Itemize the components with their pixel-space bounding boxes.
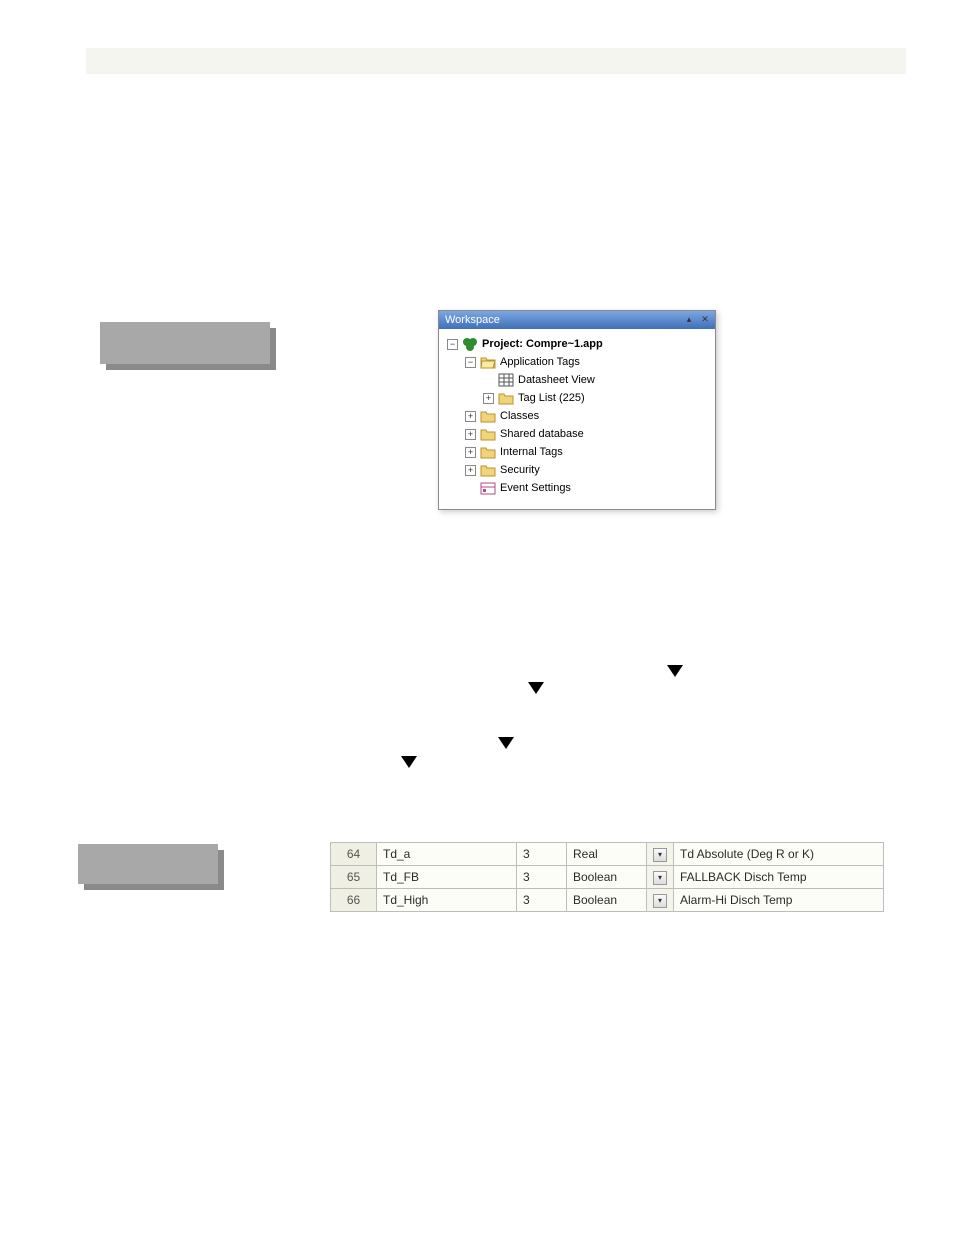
- type-dropdown[interactable]: ▾: [647, 866, 674, 889]
- down-triangle-icon: [667, 665, 683, 677]
- folder-icon: [480, 445, 496, 459]
- down-triangle-icon: [528, 682, 544, 694]
- down-triangle-icon: [498, 737, 514, 749]
- tag-desc-cell[interactable]: Td Absolute (Deg R or K): [674, 843, 884, 866]
- folder-icon: [480, 463, 496, 477]
- folder-icon: [498, 391, 514, 405]
- tree-node-datasheet-view[interactable]: Datasheet View: [447, 371, 715, 389]
- workspace-tree: − Project: Compre~1.app − Application Ta…: [439, 329, 715, 497]
- tree-node-project[interactable]: − Project: Compre~1.app: [447, 335, 715, 353]
- project-icon: [462, 337, 478, 351]
- type-dropdown[interactable]: ▾: [647, 889, 674, 912]
- table-row[interactable]: 64 Td_a 3 Real ▾ Td Absolute (Deg R or K…: [331, 843, 884, 866]
- expand-icon[interactable]: +: [465, 447, 476, 458]
- chevron-down-icon[interactable]: ▾: [653, 848, 667, 862]
- security-label: Security: [500, 461, 540, 479]
- tree-node-classes[interactable]: + Classes: [447, 407, 715, 425]
- tree-node-event-settings[interactable]: Event Settings: [447, 479, 715, 497]
- collapse-icon[interactable]: −: [465, 357, 476, 368]
- shared-db-label: Shared database: [500, 425, 584, 443]
- row-number: 64: [331, 843, 377, 866]
- expand-icon[interactable]: +: [465, 411, 476, 422]
- tag-type-cell[interactable]: Boolean: [567, 866, 647, 889]
- tag-desc-cell[interactable]: Alarm-Hi Disch Temp: [674, 889, 884, 912]
- tag-col3-cell[interactable]: 3: [517, 889, 567, 912]
- internal-tags-label: Internal Tags: [500, 443, 563, 461]
- tag-name-cell[interactable]: Td_a: [377, 843, 517, 866]
- classes-label: Classes: [500, 407, 539, 425]
- workspace-title: Workspace: [445, 314, 500, 326]
- down-triangle-icon: [401, 756, 417, 768]
- tag-list-label: Tag List (225): [518, 389, 585, 407]
- workspace-titlebar[interactable]: Workspace ▴ ✕: [439, 311, 715, 329]
- datasheet-view-label: Datasheet View: [518, 371, 595, 389]
- folder-icon: [480, 427, 496, 441]
- header-band: [86, 48, 906, 74]
- chevron-down-icon[interactable]: ▾: [653, 871, 667, 885]
- expand-icon[interactable]: +: [465, 429, 476, 440]
- tag-col3-cell[interactable]: 3: [517, 866, 567, 889]
- tree-node-tag-list[interactable]: + Tag List (225): [447, 389, 715, 407]
- collapse-icon[interactable]: −: [447, 339, 458, 350]
- page: Workspace ▴ ✕ − Project: Compre~1.app − …: [0, 0, 954, 1235]
- figure-1-label: [100, 322, 270, 364]
- table-row[interactable]: 66 Td_High 3 Boolean ▾ Alarm-Hi Disch Te…: [331, 889, 884, 912]
- event-settings-label: Event Settings: [500, 479, 571, 497]
- tag-name-cell[interactable]: Td_FB: [377, 866, 517, 889]
- chevron-down-icon[interactable]: ▾: [653, 894, 667, 908]
- row-number: 65: [331, 866, 377, 889]
- datasheet-icon: [498, 373, 514, 387]
- tag-type-cell[interactable]: Boolean: [567, 889, 647, 912]
- type-dropdown[interactable]: ▾: [647, 843, 674, 866]
- expand-icon[interactable]: +: [483, 393, 494, 404]
- table-row[interactable]: 65 Td_FB 3 Boolean ▾ FALLBACK Disch Temp: [331, 866, 884, 889]
- tag-name-cell[interactable]: Td_High: [377, 889, 517, 912]
- row-number: 66: [331, 889, 377, 912]
- tree-node-application-tags[interactable]: − Application Tags: [447, 353, 715, 371]
- workspace-panel: Workspace ▴ ✕ − Project: Compre~1.app − …: [438, 310, 716, 510]
- application-tags-label: Application Tags: [500, 353, 580, 371]
- tag-type-cell[interactable]: Real: [567, 843, 647, 866]
- tags-table: 64 Td_a 3 Real ▾ Td Absolute (Deg R or K…: [330, 842, 884, 912]
- event-settings-icon: [480, 481, 496, 495]
- project-label: Project: Compre~1.app: [482, 335, 603, 353]
- expand-icon[interactable]: +: [465, 465, 476, 476]
- tree-node-shared-db[interactable]: + Shared database: [447, 425, 715, 443]
- tag-col3-cell[interactable]: 3: [517, 843, 567, 866]
- folder-open-icon: [480, 355, 496, 369]
- folder-icon: [480, 409, 496, 423]
- close-icon[interactable]: ✕: [699, 313, 711, 325]
- tree-node-security[interactable]: + Security: [447, 461, 715, 479]
- tree-node-internal-tags[interactable]: + Internal Tags: [447, 443, 715, 461]
- pin-icon[interactable]: ▴: [683, 313, 695, 325]
- figure-2-label: [78, 844, 218, 884]
- tag-desc-cell[interactable]: FALLBACK Disch Temp: [674, 866, 884, 889]
